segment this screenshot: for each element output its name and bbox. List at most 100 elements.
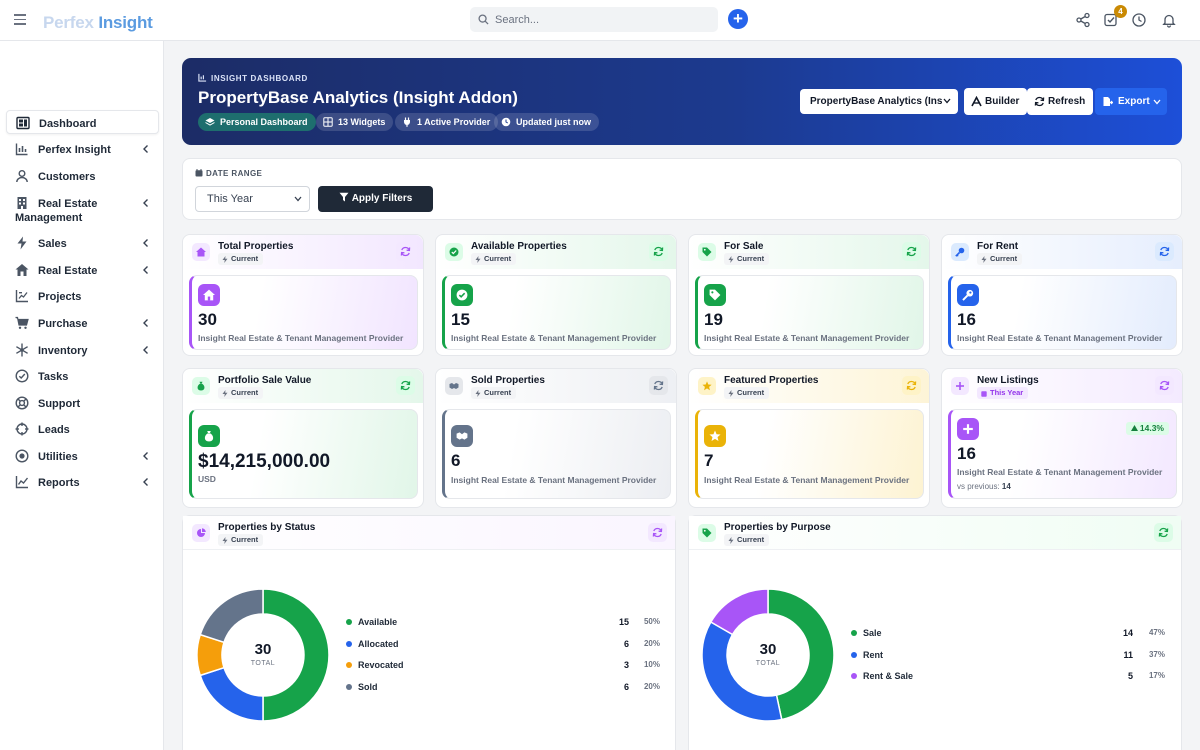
sidebar-item-perfex-insight[interactable]: Perfex Insight xyxy=(6,137,159,161)
donut-slice-sold[interactable] xyxy=(199,588,264,644)
sidebar-item-dashboard[interactable]: Dashboard xyxy=(6,110,159,134)
card-provider: Insight Real Estate & Tenant Management … xyxy=(957,333,1163,343)
sidebar-item-real-estate-menu[interactable]: Real Estate xyxy=(6,258,159,282)
clock-icon[interactable] xyxy=(1131,12,1147,28)
key-icon xyxy=(951,243,969,261)
share-icon[interactable] xyxy=(1075,12,1091,28)
quick-add-button[interactable]: + xyxy=(728,9,748,29)
layers-icon xyxy=(205,118,215,126)
builder-button[interactable]: Builder xyxy=(964,88,1028,115)
legend-item-available[interactable]: Available 15 50% xyxy=(346,617,660,629)
card-value: 6 xyxy=(451,451,461,470)
sidebar-item-real-estate-management[interactable]: Real Estate Management xyxy=(6,191,159,224)
provider-pill: 1 Active Provider xyxy=(395,113,499,131)
card-body: 19 Insight Real Estate & Tenant Managemen… xyxy=(695,275,924,350)
date-range-select[interactable]: This Year xyxy=(195,186,310,212)
panel-refresh-button[interactable] xyxy=(648,523,667,542)
legend-value: 15 xyxy=(618,617,629,627)
handshake-icon xyxy=(445,377,463,395)
sidebar-item-leads[interactable]: Leads xyxy=(6,417,159,441)
previous-period: vs previous: 14 xyxy=(957,482,1011,491)
card-refresh-button[interactable] xyxy=(1155,376,1174,395)
current-badge: Current xyxy=(724,534,770,546)
legend-item-sold[interactable]: Sold 6 20% xyxy=(346,682,660,694)
export-button[interactable]: Export xyxy=(1095,88,1167,115)
sidebar-item-customers[interactable]: Customers xyxy=(6,164,159,188)
card-provider: Insight Real Estate & Tenant Management … xyxy=(957,467,1163,477)
bolt-icon xyxy=(728,389,734,397)
refresh-icon xyxy=(1158,527,1169,538)
search-box xyxy=(470,7,718,32)
card-provider: Insight Real Estate & Tenant Management … xyxy=(451,475,657,485)
refresh-button[interactable]: Refresh xyxy=(1027,88,1094,115)
sidebar-item-reports[interactable]: Reports xyxy=(6,470,159,494)
sidebar-item-tasks[interactable]: Tasks xyxy=(6,364,159,388)
donut-slice-rent[interactable] xyxy=(701,620,783,722)
card-badge: Current xyxy=(471,253,517,265)
legend-item-allocated[interactable]: Allocated 6 20% xyxy=(346,639,660,651)
legend-item-rent-sale[interactable]: Rent & Sale 5 17% xyxy=(851,671,1165,683)
sidebar-item-label: Projects xyxy=(38,291,82,303)
lifebuoy-icon xyxy=(15,396,29,410)
legend-label: Rent & Sale xyxy=(863,671,914,681)
refresh-icon xyxy=(400,246,411,257)
panel-refresh-button[interactable] xyxy=(1154,523,1173,542)
refresh-icon xyxy=(906,246,917,257)
legend-item-revocated[interactable]: Revocated 3 10% xyxy=(346,660,660,672)
refresh-icon xyxy=(906,380,917,391)
star-icon xyxy=(704,425,726,447)
new-listings-card: New Listings This Year 16 Insight Real Esta… xyxy=(941,368,1183,508)
donut-slice-allocated[interactable] xyxy=(199,666,264,722)
chevron-left-icon xyxy=(143,346,148,354)
legend-item-sale[interactable]: Sale 14 47% xyxy=(851,628,1165,640)
apply-filters-button[interactable]: Apply Filters xyxy=(318,186,433,212)
card-value: $14,215,000.00 xyxy=(198,451,331,472)
chart-icon xyxy=(15,143,28,156)
donut-slice-available[interactable] xyxy=(262,588,330,722)
panel-header: Properties by Purpose Current xyxy=(689,516,1181,550)
filter-icon xyxy=(339,192,349,202)
sidebar-item-utilities[interactable]: Utilities xyxy=(6,444,159,468)
bell-icon[interactable] xyxy=(1161,12,1177,28)
donut-slice-rent-sale[interactable] xyxy=(709,588,769,636)
card-value: 30 xyxy=(198,310,217,329)
sidebar-item-support[interactable]: Support xyxy=(6,391,159,415)
triangle-up-icon xyxy=(1130,425,1138,431)
menu-icon[interactable] xyxy=(14,14,26,25)
card-refresh-button[interactable] xyxy=(649,376,668,395)
brand-logo[interactable]: Perfex Insight xyxy=(43,13,153,32)
tasks-checkbox-icon[interactable] xyxy=(1103,12,1119,28)
chevron-left-icon xyxy=(143,478,148,486)
refresh-icon xyxy=(400,380,411,391)
sidebar-item-label: Support xyxy=(38,398,81,410)
sidebar-item-label: Inventory xyxy=(38,345,88,357)
sidebar-item-sales[interactable]: Sales xyxy=(6,231,159,255)
card-body: 7 Insight Real Estate & Tenant Management… xyxy=(695,409,924,499)
dashboard-selector[interactable]: PropertyBase Analytics (Ins xyxy=(800,89,958,114)
card-value: 19 xyxy=(704,310,723,329)
card-refresh-button[interactable] xyxy=(649,242,668,261)
panel-title: Properties by Status xyxy=(218,522,316,533)
sidebar-item-inventory[interactable]: Inventory xyxy=(6,338,159,362)
card-body: 16 Insight Real Estate & Tenant Managemen… xyxy=(948,275,1177,350)
card-refresh-button[interactable] xyxy=(902,242,921,261)
building-icon xyxy=(17,197,27,209)
card-provider: USD xyxy=(198,474,216,484)
card-refresh-button[interactable] xyxy=(396,242,415,261)
card-body: $14,215,000.00 USD xyxy=(189,409,418,499)
legend-percent: 20% xyxy=(643,638,660,648)
widgets-pill: 13 Widgets xyxy=(316,113,394,131)
sidebar-item-purchase[interactable]: Purchase xyxy=(6,311,159,335)
card-refresh-button[interactable] xyxy=(396,376,415,395)
bolt-icon xyxy=(222,255,228,263)
donut-slice-sale[interactable] xyxy=(767,588,835,721)
card-refresh-button[interactable] xyxy=(1155,242,1174,261)
card-refresh-button[interactable] xyxy=(902,376,921,395)
bolt-icon xyxy=(17,236,27,250)
plus-icon xyxy=(951,377,969,395)
search-input[interactable] xyxy=(495,10,705,29)
sidebar-item-projects[interactable]: Projects xyxy=(6,284,159,308)
legend-item-rent[interactable]: Rent 11 37% xyxy=(851,650,1165,662)
donut-center: 30 TOTAL xyxy=(728,641,808,667)
refresh-icon xyxy=(1159,380,1170,391)
